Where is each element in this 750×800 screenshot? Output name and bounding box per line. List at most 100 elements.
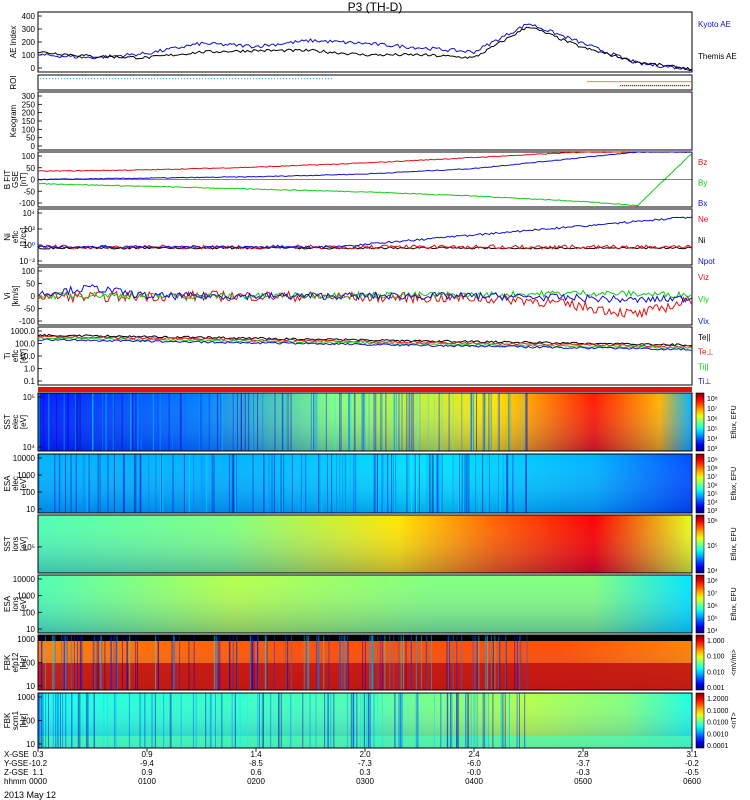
xtick-label: 1.4 (250, 750, 262, 759)
xtick-label: -0.2 (685, 759, 699, 768)
panel-esai (37, 574, 705, 634)
series-viy (37, 289, 693, 300)
ytick-ti: 10.0 (19, 352, 35, 361)
ytick-fbkb: 10 (26, 740, 35, 749)
ytick-esae: 10000 (13, 454, 36, 463)
series-vix (37, 284, 693, 304)
ylabel-ti: Ti (3, 353, 12, 360)
legend-ti: Ti|| (698, 362, 709, 371)
ytick-ni: 10⁻² (19, 257, 35, 266)
panel-frame-ssti (37, 514, 693, 574)
ytick-ae: 300 (22, 25, 36, 34)
colorbar-tick-ssti: 10⁵ (707, 543, 718, 550)
xaxis-row-label: Y-GSE (4, 759, 28, 768)
ytick-keogram: 100 (22, 125, 36, 134)
panel-ae (37, 11, 693, 73)
ytick-esai: 10000 (13, 575, 36, 584)
series-kyoto-ae (37, 23, 693, 72)
panel-keogram (37, 91, 693, 151)
ytick-vi: 0 (31, 292, 36, 301)
ytick-ae: 100 (22, 51, 36, 60)
panel-esae (37, 453, 705, 514)
colorbar-label-esai: Eflux, EFU (731, 587, 738, 620)
colorbar-label-ssti: Eflux, EFU (731, 527, 738, 560)
ylabel-ni: eflc (11, 231, 20, 243)
xtick-label: 0200 (247, 777, 265, 786)
xtick-label: -10.2 (29, 759, 48, 768)
ylabel-ni: Ni (3, 233, 12, 241)
colorbar-tick-fbkb: 1.2000 (707, 696, 729, 703)
spectrogram-shade-esae (38, 454, 692, 513)
colorbar-tick-sste: 10⁸ (707, 396, 718, 403)
legend-ni: Ni (698, 236, 706, 245)
colorbar-tick-sste: 10⁵ (707, 426, 718, 433)
series-t-1 (37, 335, 693, 348)
panel-frame-ae (37, 11, 693, 73)
ylabel-roi: ROI (9, 75, 18, 89)
ytick-ni: 10² (23, 225, 35, 234)
ylabel-bfit: B FIT (3, 170, 12, 190)
xaxis-row-label: X-GSE (4, 750, 29, 759)
legend-ti: Te⊥ (698, 348, 713, 357)
ylabel-vi: [km/s] (11, 285, 20, 306)
ylabel-fbke: [Hz] (19, 655, 28, 669)
colorbar-tick-esae: 10⁹ (707, 457, 718, 464)
panel-frame-esai (37, 574, 693, 634)
series-bx (37, 151, 692, 181)
sst-flag-bar (38, 387, 692, 392)
xtick-label: 0.9 (141, 768, 153, 777)
ytick-bfit: -100 (19, 199, 36, 208)
colorbar-tick-esae: 10⁸ (707, 466, 718, 473)
legend-bfit: Bx (698, 199, 707, 208)
ylabel-ae: AE Index (9, 26, 18, 58)
ytick-esae: 10 (26, 505, 35, 514)
xtick-label: 0400 (465, 777, 483, 786)
panel-ni (37, 208, 693, 266)
ytick-esae: 100 (22, 488, 36, 497)
colorbar-tick-esai: 10⁴ (707, 628, 718, 635)
ylabel-sste: elec (11, 415, 20, 430)
colorbar-label-sste: Eflux, EFU (731, 405, 738, 438)
legend-bfit: Bz (698, 158, 707, 167)
xtick-label: -0.5 (685, 768, 699, 777)
colorbar-tick-esae: 10³ (707, 508, 718, 515)
ytick-keogram: 300 (22, 92, 36, 101)
ytick-fbke: 1000 (17, 635, 35, 644)
legend-ni: Ne (698, 215, 709, 224)
ylabel-keogram: Keogram (9, 104, 18, 137)
xtick-label: -0.0 (467, 768, 481, 777)
legend-vi: Viz (698, 273, 709, 282)
ytick-fbkb: 1000 (17, 693, 35, 702)
colorbar-tick-fbke: 1.000 (707, 638, 725, 645)
legend-ni: Npot (698, 257, 716, 266)
ytick-ae: 0 (31, 64, 36, 73)
xtick-label: 0600 (683, 777, 701, 786)
xtick-label: 3.1 (686, 750, 698, 759)
ytick-ni: 10⁴ (23, 209, 36, 218)
colorbar-esai (695, 574, 705, 634)
colorbar-fbke (695, 634, 705, 691)
xtick-label: -6.0 (467, 759, 481, 768)
panel-frame-keogram (37, 91, 693, 151)
xtick-label: 2.0 (359, 750, 371, 759)
colorbar-tick-fbkb: 0.0100 (707, 720, 729, 727)
panel-fbke (37, 634, 705, 691)
ylabel-ssti: SST (3, 536, 12, 552)
colorbar-tick-fbke: 0.001 (707, 685, 725, 692)
colorbar-tick-esae: 10⁷ (707, 474, 718, 481)
colorbar-tick-esai: 10⁶ (707, 603, 718, 610)
colorbar-tick-sste: 10³ (707, 446, 718, 453)
ylabel-fbke: FBK (3, 654, 12, 670)
xtick-label: 2.4 (468, 750, 480, 759)
xtick-label: 0.6 (250, 768, 262, 777)
ylabel-ssti: ions (11, 537, 20, 552)
colorbar-tick-esai: 10⁸ (707, 578, 718, 585)
colorbar-tick-esae: 10⁴ (707, 500, 718, 507)
ytick-vi: -100 (19, 317, 36, 326)
xtick-label: -0.3 (576, 768, 590, 777)
colorbar-tick-ssti: 10⁴ (707, 568, 718, 575)
date-label: 2013 May 12 (4, 790, 57, 800)
xtick-label: 2.8 (577, 750, 589, 759)
xtick-label: 0100 (138, 777, 156, 786)
colorbar-tick-sste: 10⁶ (707, 416, 718, 423)
